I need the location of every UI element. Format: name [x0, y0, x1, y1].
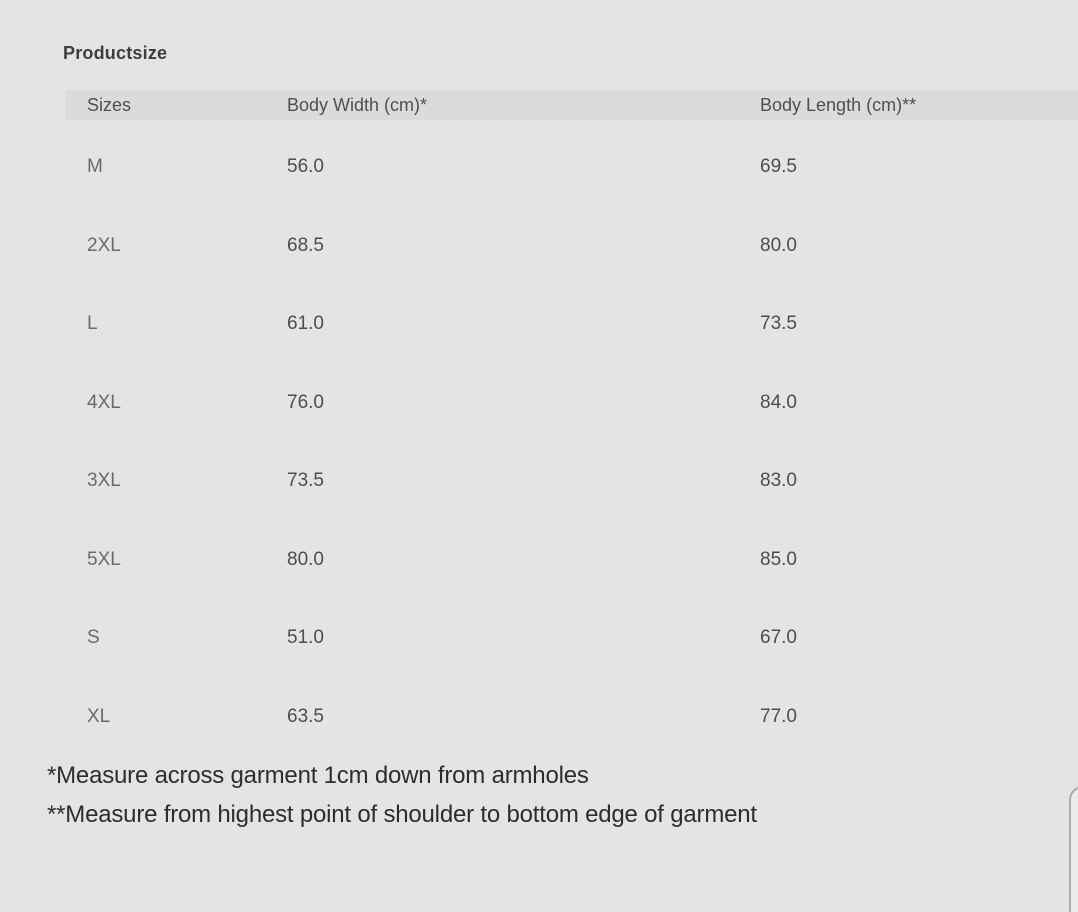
cell-width: 56.0 [287, 156, 324, 178]
cell-length: 67.0 [760, 627, 797, 649]
column-header-sizes: Sizes [87, 94, 132, 115]
cell-length: 69.5 [760, 156, 797, 178]
cell-length: 80.0 [760, 234, 797, 256]
cell-width: 68.5 [287, 234, 324, 256]
table-row: M 56.0 69.5 [65, 128, 1078, 207]
table-row: L 61.0 73.5 [65, 285, 1078, 364]
cell-size: 3XL [87, 470, 121, 492]
cell-width: 76.0 [287, 391, 324, 413]
adjacent-card-corner [1069, 786, 1078, 912]
size-table-body: M 56.0 69.5 2XL 68.5 80.0 L 61.0 73.5 4XL 76.0 84.0… [65, 120, 1078, 756]
cell-size: 2XL [87, 234, 121, 256]
column-header-body-length: Body Length (cm)** [760, 94, 917, 115]
table-row: 5XL 80.0 85.0 [65, 521, 1078, 600]
cell-length: 85.0 [760, 548, 797, 570]
cell-width: 73.5 [287, 470, 324, 492]
table-row: 2XL 68.5 80.0 [65, 207, 1078, 286]
column-header-body-width: Body Width (cm)* [287, 94, 428, 115]
table-row: S 51.0 67.0 [65, 599, 1078, 678]
cell-size: 4XL [87, 391, 121, 413]
cell-length: 83.0 [760, 470, 797, 492]
footnotes: *Measure across garment 1cm down from ar… [47, 756, 1078, 834]
size-table-header-row: Sizes Body Width (cm)* Body Length (cm)*… [65, 90, 1078, 120]
cell-width: 63.5 [287, 705, 324, 727]
table-row: XL 63.5 77.0 [65, 678, 1078, 757]
cell-length: 77.0 [760, 705, 797, 727]
cell-size: S [87, 627, 100, 649]
cell-size: M [87, 156, 103, 178]
cell-size: XL [87, 705, 111, 727]
cell-width: 51.0 [287, 627, 324, 649]
footnote-body-width: *Measure across garment 1cm down from ar… [47, 762, 589, 789]
table-row: 4XL 76.0 84.0 [65, 364, 1078, 443]
cell-length: 73.5 [760, 313, 797, 335]
cell-size: L [87, 313, 98, 335]
cell-width: 80.0 [287, 548, 324, 570]
cell-width: 61.0 [287, 313, 324, 335]
footnote-body-length: **Measure from highest point of shoulder… [47, 801, 757, 828]
page-title: Productsize [63, 43, 168, 63]
table-row: 3XL 73.5 83.0 [65, 442, 1078, 521]
cell-length: 84.0 [760, 391, 797, 413]
cell-size: 5XL [87, 548, 121, 570]
size-table: Sizes Body Width (cm)* Body Length (cm)*… [65, 90, 1078, 756]
